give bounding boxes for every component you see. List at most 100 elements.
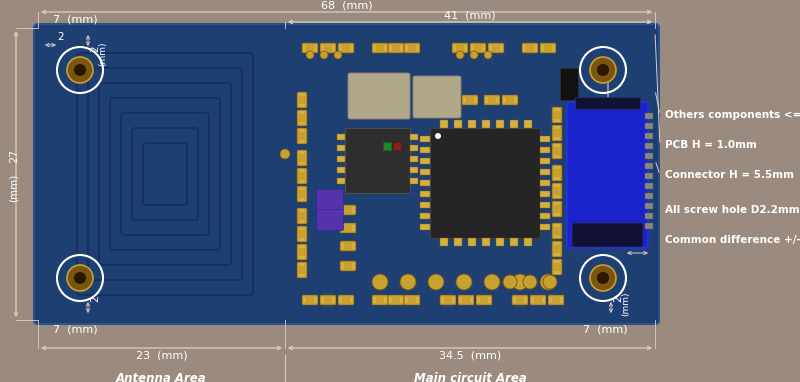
FancyBboxPatch shape [388, 43, 404, 53]
Bar [410, 178, 418, 184]
FancyBboxPatch shape [552, 201, 562, 217]
Bar [524, 238, 532, 246]
Bar [420, 213, 430, 219]
Bar [488, 297, 491, 303]
FancyBboxPatch shape [297, 168, 307, 184]
FancyBboxPatch shape [552, 259, 562, 275]
Bar [299, 227, 305, 230]
Circle shape [74, 64, 86, 76]
Bar [468, 238, 476, 246]
Circle shape [597, 64, 609, 76]
Text: Connector H = 5.5mm: Connector H = 5.5mm [665, 170, 794, 180]
Bar [554, 108, 560, 111]
Bar [299, 93, 305, 96]
Bar [540, 136, 550, 142]
Bar [416, 45, 419, 51]
Bar [454, 120, 462, 128]
FancyBboxPatch shape [572, 223, 643, 247]
Bar [303, 297, 306, 303]
Bar [534, 45, 537, 51]
Text: 7  (mm): 7 (mm) [582, 324, 627, 334]
Bar [549, 297, 552, 303]
Bar [337, 156, 345, 162]
Circle shape [540, 274, 556, 290]
Bar [314, 297, 317, 303]
Bar [645, 163, 653, 169]
FancyBboxPatch shape [530, 295, 546, 305]
Bar [389, 297, 392, 303]
Text: Main circuit Area: Main circuit Area [414, 372, 526, 382]
Bar [560, 68, 578, 100]
Text: (mm): (mm) [621, 292, 630, 316]
Bar [441, 297, 444, 303]
FancyBboxPatch shape [34, 24, 659, 324]
Circle shape [74, 272, 86, 284]
Bar [645, 223, 653, 229]
Bar [510, 120, 518, 128]
Circle shape [306, 51, 314, 59]
Bar [341, 243, 344, 249]
FancyBboxPatch shape [302, 43, 318, 53]
Bar [645, 133, 653, 139]
Bar [430, 128, 540, 238]
Bar [524, 120, 532, 128]
Bar [420, 202, 430, 208]
Bar [299, 140, 305, 143]
FancyBboxPatch shape [476, 295, 492, 305]
Bar [332, 297, 335, 303]
Bar [299, 238, 305, 241]
Bar [299, 245, 305, 248]
Circle shape [67, 265, 93, 291]
Bar [299, 220, 305, 223]
FancyBboxPatch shape [470, 43, 486, 53]
Bar [554, 126, 560, 129]
Bar [337, 178, 345, 184]
Circle shape [523, 275, 537, 289]
Bar [645, 153, 653, 159]
Circle shape [435, 133, 441, 139]
Bar [468, 120, 476, 128]
FancyBboxPatch shape [548, 295, 564, 305]
FancyBboxPatch shape [297, 150, 307, 166]
FancyBboxPatch shape [502, 95, 518, 105]
Text: (mm): (mm) [98, 42, 107, 66]
Bar [540, 180, 550, 186]
Bar [560, 297, 563, 303]
Bar [496, 238, 504, 246]
Circle shape [428, 274, 444, 290]
FancyBboxPatch shape [540, 43, 556, 53]
Bar [337, 167, 345, 173]
Text: (mm): (mm) [9, 174, 19, 202]
FancyBboxPatch shape [512, 295, 528, 305]
Bar [299, 151, 305, 154]
Bar [485, 97, 488, 103]
FancyBboxPatch shape [302, 295, 318, 305]
Circle shape [512, 274, 528, 290]
FancyBboxPatch shape [488, 43, 504, 53]
Text: 23  (mm): 23 (mm) [136, 351, 187, 361]
Bar [299, 111, 305, 114]
Circle shape [597, 272, 609, 284]
FancyBboxPatch shape [340, 223, 356, 233]
FancyBboxPatch shape [552, 107, 562, 123]
FancyBboxPatch shape [484, 95, 500, 105]
Bar [542, 297, 545, 303]
Bar [299, 169, 305, 172]
FancyBboxPatch shape [338, 43, 354, 53]
FancyBboxPatch shape [413, 76, 461, 118]
Bar [541, 45, 544, 51]
Bar [645, 173, 653, 179]
Bar [416, 297, 419, 303]
Bar [321, 45, 324, 51]
Bar [389, 45, 392, 51]
FancyBboxPatch shape [522, 43, 538, 53]
FancyBboxPatch shape [340, 261, 356, 271]
Bar [454, 238, 462, 246]
Circle shape [456, 274, 472, 290]
Bar [299, 263, 305, 266]
Bar [440, 238, 448, 246]
Text: 7  (mm): 7 (mm) [53, 14, 98, 24]
Bar [463, 97, 466, 103]
Bar [384, 45, 387, 51]
Bar [531, 297, 534, 303]
